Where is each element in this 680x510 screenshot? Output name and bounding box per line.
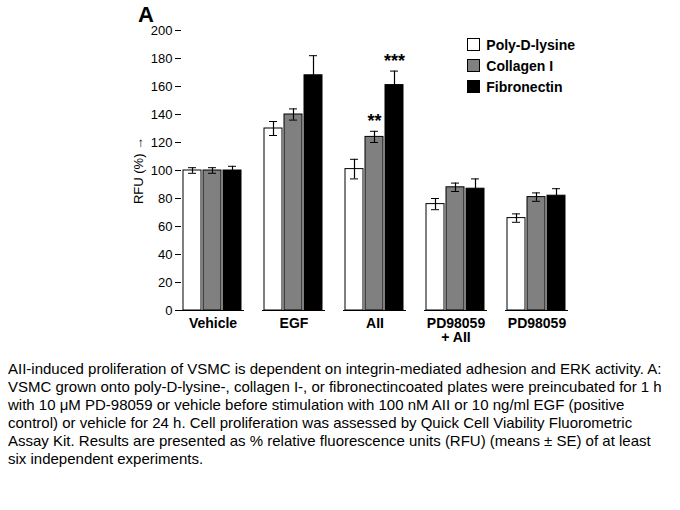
svg-text:0: 0 (165, 303, 172, 318)
svg-text:160: 160 (151, 79, 173, 94)
svg-text:120: 120 (151, 135, 173, 150)
svg-text:PD98059: PD98059 (508, 315, 567, 331)
svg-text:**: ** (367, 111, 381, 131)
svg-text:Vehicle: Vehicle (189, 315, 237, 331)
svg-text:140: 140 (151, 107, 173, 122)
svg-text:180: 180 (151, 51, 173, 66)
html-text:Poly-D-lysine: Poly-D-lysine (486, 36, 575, 53)
svg-text:60: 60 (158, 219, 172, 234)
svg-text:RFU (%) →: RFU (%) → (131, 137, 146, 204)
svg-text:EGF: EGF (280, 315, 309, 331)
html-text:Fibronectin: Fibronectin (486, 78, 563, 95)
svg-text:200: 200 (151, 23, 173, 38)
html-text:AII-induced proliferation of V: AII-induced proliferation of VSMC is dep… (8, 360, 662, 467)
svg-text:40: 40 (158, 247, 172, 262)
svg-text:AII: AII (366, 315, 384, 331)
svg-text:***: *** (384, 51, 405, 71)
svg-text:80: 80 (158, 191, 172, 206)
html-text:A: A (138, 2, 154, 27)
svg-text:PD98059+ AII: PD98059+ AII (427, 315, 486, 345)
svg-text:100: 100 (151, 163, 173, 178)
svg-text:20: 20 (158, 275, 172, 290)
html-text:Collagen I: Collagen I (486, 57, 554, 74)
